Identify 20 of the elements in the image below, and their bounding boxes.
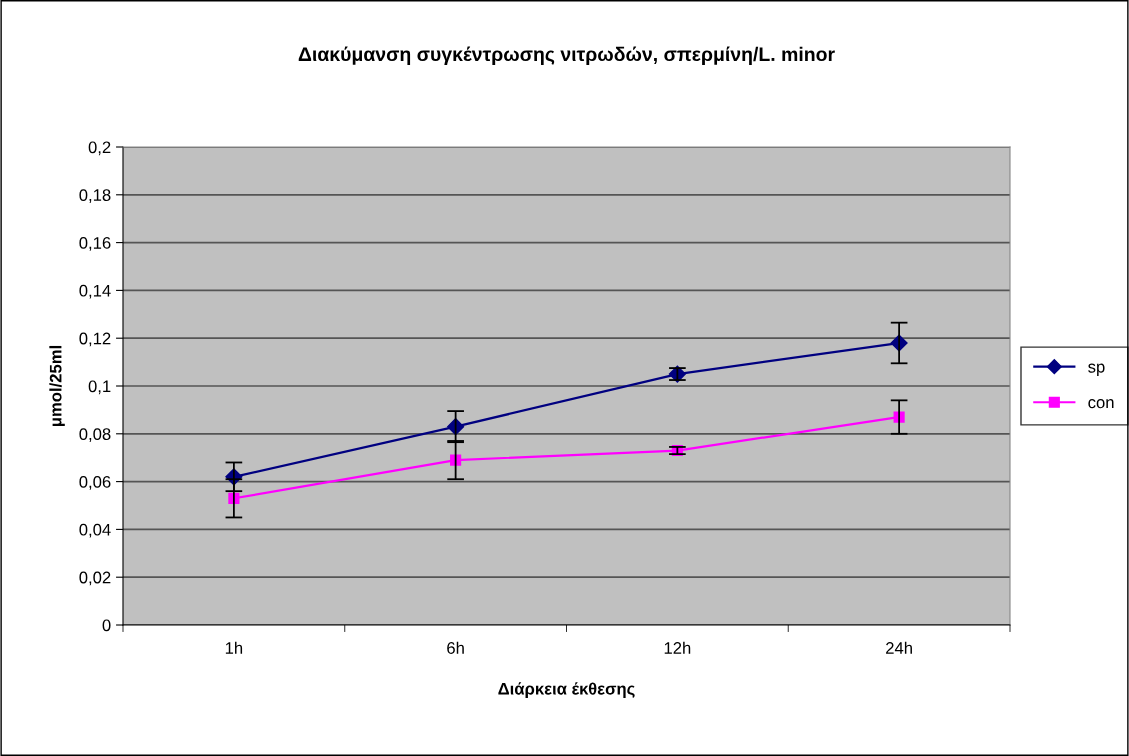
y-tick-label: 0,04 [79,523,111,538]
y-axis-title: μmol/25ml [49,345,65,427]
y-tick-label: 0,02 [79,571,111,586]
chart-title: Διακύμανση συγκέντρωσης νιτρωδών, σπερμίνη/L. minor [298,46,835,65]
x-tick-label: 12h [664,641,691,654]
legend-label: sp [1088,363,1105,376]
x-axis-title: Διάρκεια έκθεσης [498,682,635,698]
legend-label: con [1088,399,1114,409]
y-tick-label: 0,08 [79,428,111,442]
y-tick-label: 0,14 [79,284,111,299]
x-tick-label: 24h [886,641,912,654]
y-tick-label: 0,06 [79,476,111,490]
x-tick-label: 1h [225,641,243,654]
y-tick-label: 0 [102,619,111,632]
y-tick-label: 0,2 [88,141,111,156]
x-tick-label: 6h [447,641,464,654]
y-tick-label: 0,16 [79,237,111,251]
y-tick-label: 0,12 [79,332,111,347]
y-tick-label: 0,18 [79,189,111,203]
y-tick-label: 0,1 [88,380,111,395]
